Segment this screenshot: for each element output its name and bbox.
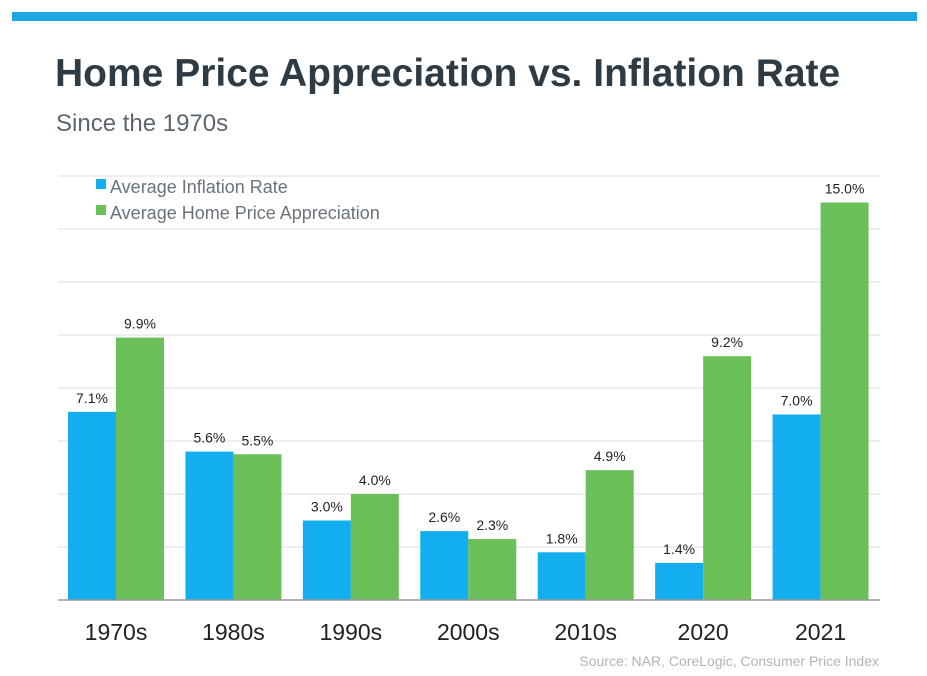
bar-appreciation-1990s xyxy=(350,494,399,600)
data-label: 5.6% xyxy=(193,430,225,446)
bar-inflation-2021 xyxy=(772,414,821,600)
chart-subtitle: Since the 1970s xyxy=(56,110,229,137)
bar-inflation-2010s xyxy=(537,552,586,600)
bar-appreciation-1970s xyxy=(116,337,164,600)
x-tick-label: 2020 xyxy=(678,619,729,645)
bar-appreciation-2000s xyxy=(468,539,517,600)
source-note: Source: NAR, CoreLogic, Consumer Price I… xyxy=(579,653,879,669)
x-tick-label: 2010s xyxy=(554,619,617,645)
top-accent-bar xyxy=(12,12,917,21)
data-label: 4.9% xyxy=(594,448,626,464)
bar-inflation-2000s xyxy=(420,531,469,600)
data-label: 4.0% xyxy=(359,472,391,488)
data-label: 15.0% xyxy=(825,181,865,197)
data-label: 9.9% xyxy=(124,316,156,332)
legend-swatch xyxy=(96,179,106,189)
data-label: 3.0% xyxy=(311,499,343,515)
chart-title: Home Price Appreciation vs. Inflation Ra… xyxy=(55,52,841,95)
bar-appreciation-2021 xyxy=(820,202,869,600)
bar-inflation-2020 xyxy=(655,562,704,600)
data-label: 5.5% xyxy=(241,432,273,448)
legend-swatch xyxy=(96,205,106,215)
x-tick-label: 1970s xyxy=(85,619,148,645)
x-tick-label: 2000s xyxy=(437,619,500,645)
data-label: 9.2% xyxy=(711,334,743,350)
legend-label: Average Inflation Rate xyxy=(110,177,288,197)
bar-inflation-1970s xyxy=(68,411,116,600)
x-tick-label: 1980s xyxy=(202,619,265,645)
bar-inflation-1990s xyxy=(302,520,351,600)
bar-appreciation-1980s xyxy=(233,454,282,600)
data-label: 2.3% xyxy=(476,517,508,533)
data-label: 2.6% xyxy=(428,509,460,525)
data-label: 7.0% xyxy=(781,393,813,409)
x-tick-label: 1990s xyxy=(320,619,383,645)
legend-label: Average Home Price Appreciation xyxy=(110,203,380,223)
data-label: 1.8% xyxy=(546,530,578,546)
data-label: 7.1% xyxy=(76,390,108,406)
bar-appreciation-2010s xyxy=(585,470,634,600)
bar-inflation-1980s xyxy=(185,451,234,600)
x-tick-label: 2021 xyxy=(795,619,846,645)
bar-appreciation-2020 xyxy=(703,356,752,600)
data-label: 1.4% xyxy=(663,541,695,557)
